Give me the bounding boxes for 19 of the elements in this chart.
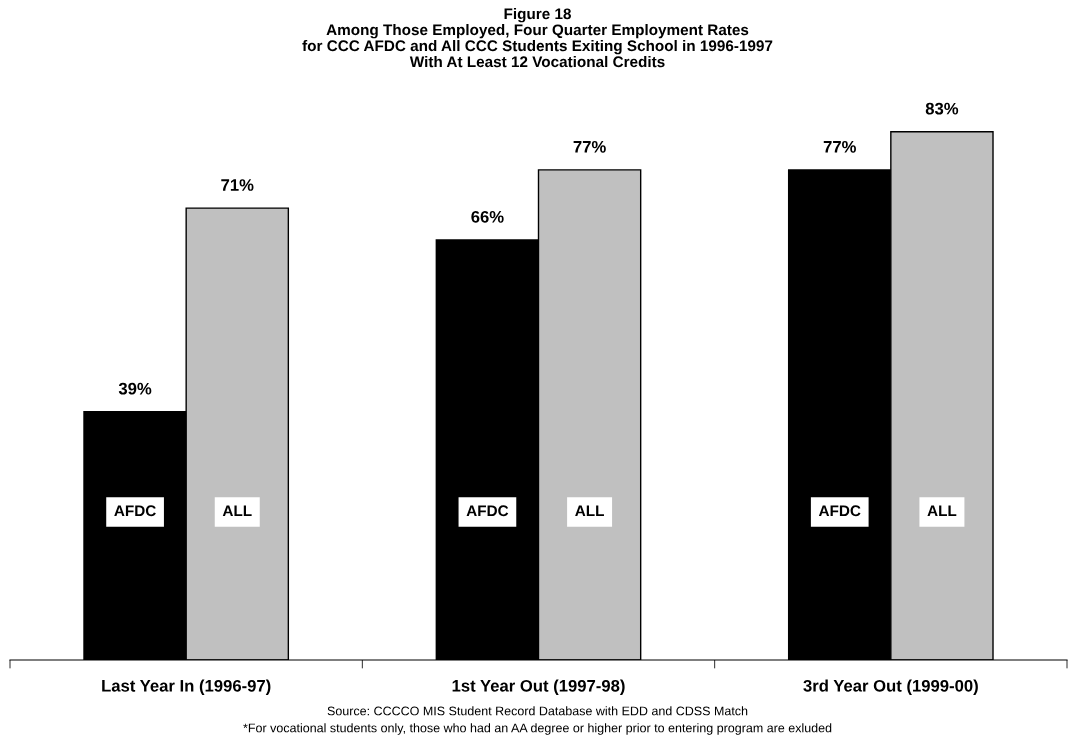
data-label: 66% — [471, 210, 504, 223]
text: ALL — [575, 505, 604, 517]
data-label: 83% — [925, 102, 959, 115]
data-label: 77% — [573, 140, 606, 153]
x-tick-label: 3rd Year Out (1999-00) — [803, 679, 978, 695]
text: AFDC — [818, 505, 861, 517]
text: ALL — [927, 505, 957, 517]
chart-title: Figure 18 — [504, 8, 571, 23]
x-tick-label: Last Year In (1996-97) — [102, 679, 271, 695]
series-label: AFDC — [114, 505, 156, 517]
text: *For vocational students only, those who had an AA degree or higher prior to entering program are exluded — [243, 723, 832, 735]
data-label: 71% — [221, 179, 254, 191]
data-label: 39% — [118, 382, 152, 395]
chart-subtitle: Among Those Employed, Four Quarter Employment Rates for CCC AFDC and All CCC Students Exiting School in 1996-1997 With At Least 12 Vocational Credits — [302, 24, 773, 68]
data-label: 77% — [823, 140, 856, 153]
x-tick-label: 1st Year Out (1997-98) — [452, 679, 625, 695]
source-note: Source: CCCCO MIS Student Record Database with EDD and CDSS Match — [327, 706, 748, 716]
text: AFDC — [466, 505, 509, 517]
series-label: ALL — [222, 505, 252, 517]
